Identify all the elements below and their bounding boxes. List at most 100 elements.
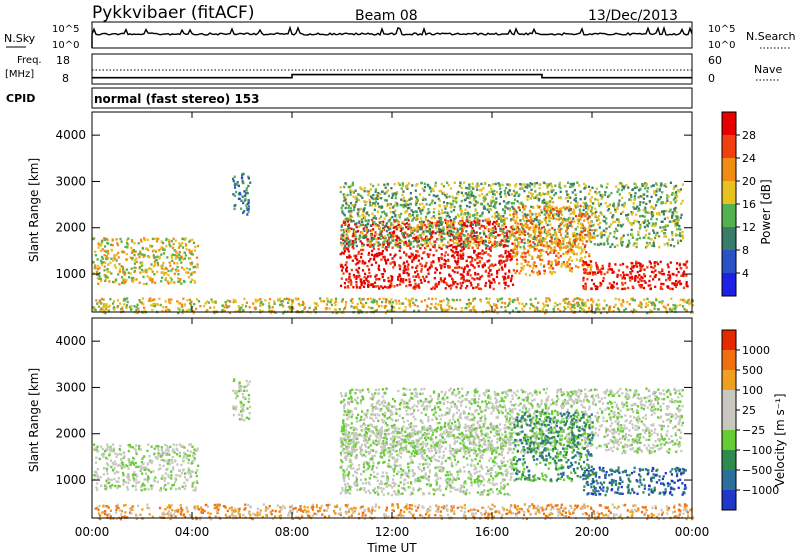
heat-cell <box>157 237 160 241</box>
heat-cell <box>553 208 556 211</box>
heat-cell <box>187 308 190 312</box>
heat-cell <box>579 238 582 241</box>
heat-cell <box>508 269 511 272</box>
heat-cell <box>570 207 573 211</box>
heat-cell <box>358 234 361 237</box>
heat-cell <box>183 280 186 284</box>
heat-cell <box>402 190 405 193</box>
heat-cell <box>427 222 430 225</box>
heat-cell <box>590 209 593 212</box>
heat-cell <box>486 244 489 248</box>
heat-cell <box>513 198 517 201</box>
heat-cell <box>467 213 470 216</box>
heat-cell <box>532 245 535 249</box>
heat-cell <box>621 240 624 244</box>
heat-cell <box>109 261 112 264</box>
heat-cell <box>244 194 247 198</box>
heat-cell <box>571 191 574 194</box>
heat-cell <box>493 308 496 312</box>
heat-cell <box>576 201 579 204</box>
heat-cell <box>158 255 161 259</box>
heat-cell <box>178 258 181 262</box>
heat-cell <box>100 263 104 266</box>
heat-cell <box>405 284 408 288</box>
heat-cell <box>597 305 600 308</box>
heat-cell <box>512 215 515 219</box>
heat-cell <box>105 479 108 482</box>
heat-cell <box>634 276 637 280</box>
heat-cell <box>567 301 571 304</box>
heat-cell <box>520 226 524 229</box>
heat-cell <box>472 187 475 190</box>
heat-cell <box>344 221 347 224</box>
heat-cell <box>503 212 506 215</box>
heat-cell <box>475 185 478 188</box>
heat-cell <box>102 306 105 309</box>
heat-cell <box>167 282 170 285</box>
heat-cell <box>478 194 481 197</box>
heat-cell <box>131 484 134 488</box>
heat-cell <box>385 199 388 202</box>
heat-cell <box>299 304 302 307</box>
heat-cell <box>118 283 121 286</box>
heat-cell <box>349 218 352 222</box>
heat-cell <box>543 272 546 275</box>
heat-cell <box>455 286 458 289</box>
heat-cell <box>671 287 674 291</box>
heat-cell <box>315 302 318 305</box>
heat-cell <box>118 270 122 273</box>
heat-cell <box>680 282 683 285</box>
heat-cell <box>618 182 621 185</box>
heat-cell <box>261 310 264 313</box>
heat-cell <box>498 282 501 285</box>
heat-cell <box>432 286 435 289</box>
heat-cell <box>411 266 414 269</box>
heat-cell <box>539 220 542 224</box>
heat-cell <box>552 234 555 237</box>
heat-cell <box>453 270 456 274</box>
heat-cell <box>604 191 607 194</box>
heat-cell <box>458 234 461 237</box>
heat-cell <box>574 200 577 203</box>
heat-cell <box>523 238 526 241</box>
heat-cell <box>362 305 366 309</box>
heat-cell <box>531 222 534 226</box>
heat-cell <box>547 192 550 196</box>
heat-cell <box>447 184 450 187</box>
heat-cell <box>349 215 352 218</box>
heat-cell <box>488 259 491 262</box>
heat-cell <box>538 197 541 201</box>
heat-cell <box>100 484 103 487</box>
heat-cell <box>189 257 192 260</box>
heat-cell <box>389 225 392 228</box>
heat-cell <box>504 192 507 195</box>
heat-cell <box>504 194 507 198</box>
heat-cell <box>585 202 588 205</box>
heat-cell <box>143 238 146 242</box>
heat-cell <box>183 268 186 271</box>
heat-cell <box>516 245 519 248</box>
heat-cell <box>373 281 377 284</box>
heat-cell <box>606 271 609 274</box>
heat-cell <box>100 261 103 264</box>
heat-cell <box>114 266 117 269</box>
heat-cell <box>585 204 588 207</box>
heat-cell <box>373 215 376 218</box>
heat-cell <box>482 252 485 255</box>
heat-cell <box>184 254 187 257</box>
heat-cell <box>470 191 474 195</box>
heat-cell <box>448 273 451 276</box>
heat-cell <box>677 219 680 222</box>
heat-cell <box>619 181 622 185</box>
heat-cell <box>375 261 378 264</box>
heat-cell <box>628 242 631 245</box>
heat-cell <box>340 300 344 303</box>
heat-cell <box>531 194 534 198</box>
heat-cell <box>187 271 190 274</box>
heat-cell <box>365 219 368 222</box>
heat-cell <box>367 280 370 284</box>
heat-cell <box>358 297 361 300</box>
heat-cell <box>361 188 364 191</box>
heat-cell <box>351 245 354 249</box>
